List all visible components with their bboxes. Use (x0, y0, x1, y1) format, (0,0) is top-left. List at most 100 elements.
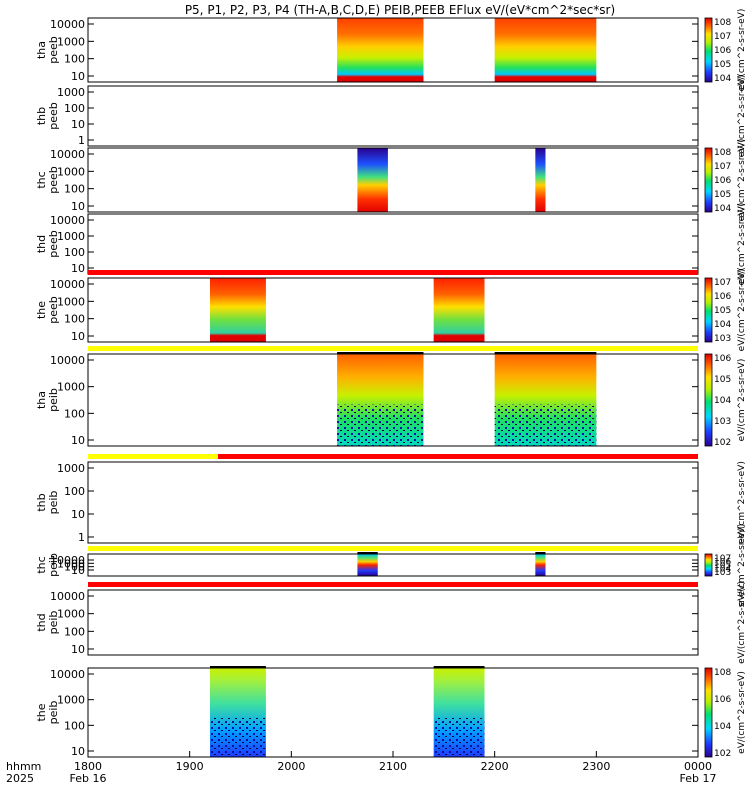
spectrogram-block (357, 554, 378, 576)
colorbar-tick-label: 102 (714, 438, 731, 448)
y-tick-label: 10 (71, 564, 85, 577)
y-tick-label: 10 (71, 70, 85, 83)
colorbar-tick-label: 105 (714, 561, 731, 571)
colorbar-tick-label: 103 (714, 334, 731, 344)
figure-title: P5, P1, P2, P3, P4 (TH-A,B,C,D,E) PEIB,P… (185, 3, 615, 17)
y-tick-label: 10 (71, 643, 85, 656)
quality-bar-red (218, 454, 698, 459)
colorbar-tick-label: 104 (714, 204, 731, 214)
y-tick-label: 1000 (57, 86, 85, 99)
colorbar-label: eV/(cm^2-s-sr-eV) (737, 75, 747, 158)
colorbar-tick-label: 103 (714, 568, 731, 578)
spectrogram-noise (337, 404, 424, 446)
panel-thd-peib: 10 100 1000 10000 thdpeib eV/(cm^2-s-sr-eV) (35, 581, 747, 664)
panel-frame (87, 213, 699, 275)
data-flag-bar (357, 552, 378, 554)
y-tick-label: 100 (64, 625, 85, 638)
y-tick-label: 10 (71, 262, 85, 275)
colorbar-tick-label: 102 (714, 749, 731, 759)
x-tick-label: 2100 (379, 760, 407, 773)
colorbar-label: eV/(cm^2-s-sr-eV) (737, 9, 747, 92)
colorbar-tick-label: 104 (714, 396, 731, 406)
y-tick-label: 100 (64, 407, 85, 420)
colorbar (704, 147, 713, 213)
colorbar-label: eV/(cm^2-s-sr-eV) (737, 139, 747, 222)
panel-frame (87, 461, 699, 544)
quality-bar-yellow (88, 454, 218, 459)
colorbar-label: eV/(cm^2-s-sr-eV) (737, 524, 747, 607)
y-tick-label: 10 (71, 745, 85, 758)
y-tick-label: 1000 (57, 462, 85, 475)
y-tick-label: 100 (64, 246, 85, 259)
y-tick-label: 10000 (50, 354, 85, 367)
colorbar-tick-label: 107 (714, 32, 731, 42)
y-tick-label: 10000 (50, 148, 85, 161)
y-tick-label: 1000 (57, 694, 85, 707)
y-tick-label: 100 (64, 561, 85, 574)
panel-name: thepeib (35, 701, 60, 725)
colorbar-label: eV/(cm^2-s-sr-eV) (737, 203, 747, 286)
x-tick-label: 2300 (582, 760, 610, 773)
colorbar-tick-label: 107 (714, 162, 731, 172)
colorbar-label: eV/(cm^2-s-sr-eV) (737, 671, 747, 754)
y-tick-label: 10000 (50, 18, 85, 31)
spectrogram-block (357, 148, 388, 212)
panel-thc-peeb: 10 100 1000 10000 thcpeeb 104 105 106 107 108 eV/(… (35, 139, 747, 222)
spectrogram-noise (433, 716, 485, 757)
colorbar-tick-label: 107 (714, 278, 731, 288)
spectrogram-noise (494, 404, 597, 446)
y-tick-label: 1000 (57, 35, 85, 48)
colorbar-tick-label: 106 (714, 695, 731, 705)
colorbar-tick-label: 104 (714, 320, 731, 330)
colorbar (704, 667, 713, 758)
panel-frame (87, 589, 699, 656)
y-tick-label: 1 (78, 531, 85, 544)
y-tick-label: 10 (71, 434, 85, 447)
data-flag-bar (433, 666, 485, 668)
y-tick-label: 100 (64, 102, 85, 115)
colorbar-tick-label: 106 (714, 558, 731, 568)
colorbar-label: eV/(cm^2-s-sr-eV) (737, 269, 747, 352)
colorbar-tick-label: 105 (714, 60, 731, 70)
colorbar-tick-label: 105 (714, 375, 731, 385)
y-tick-label: 10 (71, 200, 85, 213)
panel-the-peeb: 10 100 1000 10000 thepeeb 103 104 105 106 107 eV/(… (35, 269, 747, 352)
y-tick-label: 10000 (50, 554, 85, 567)
x-tick-label: 1800 (74, 760, 102, 773)
y-tick-label: 10000 (50, 590, 85, 603)
y-tick-label: 1000 (57, 608, 85, 621)
y-tick-label: 10000 (50, 668, 85, 681)
colorbar-tick-label: 106 (714, 46, 731, 56)
panel-frame (87, 85, 699, 147)
colorbar-label: eV/(cm^2-s-sr-eV) (737, 359, 747, 442)
y-tick-label: 1000 (57, 557, 85, 570)
spectrogram-block (337, 18, 424, 82)
y-tick-label: 100 (64, 719, 85, 732)
spectrogram-block (210, 278, 266, 342)
x-row-label: hhmm (6, 760, 41, 773)
panel-name: thapeeb (35, 36, 60, 64)
colorbar (704, 553, 713, 577)
colorbar-tick-label: 108 (714, 148, 731, 158)
panel-frame (87, 147, 699, 213)
colorbar-label: eV/(cm^2-s-sr-eV) (737, 581, 747, 664)
panel-thd-peeb: 10 100 1000 10000 thdpeeb eV/(cm^2-s-sr-eV) (35, 203, 747, 286)
panel-thb-peib: 1 10 100 1000 thbpeib eV/(cm^2-s-sr-eV) (35, 454, 747, 544)
colorbar-tick-label: 107 (714, 554, 731, 564)
y-tick-label: 100 (64, 183, 85, 196)
colorbar (704, 17, 713, 83)
spectrogram-block (535, 148, 546, 212)
spectrogram-block (494, 18, 597, 82)
x-tick-label: 0000 (684, 760, 712, 773)
y-tick-label: 1000 (57, 165, 85, 178)
panel-tha-peeb: 10 100 1000 10000 thapeeb 104 105 106 107 108 eV/(… (35, 9, 747, 92)
panel-the-peib: 10 100 1000 10000 thepeib 102 104 106 108 eV/(cm^… (35, 666, 747, 759)
colorbar (704, 353, 713, 447)
colorbar-tick-label: 105 (714, 306, 731, 316)
quality-bar (88, 546, 698, 551)
colorbar-tick-label: 104 (714, 74, 731, 84)
colorbar-tick-label: 106 (714, 176, 731, 186)
panel-name: thbpeeb (35, 102, 60, 130)
y-tick-label: 100 (64, 313, 85, 326)
